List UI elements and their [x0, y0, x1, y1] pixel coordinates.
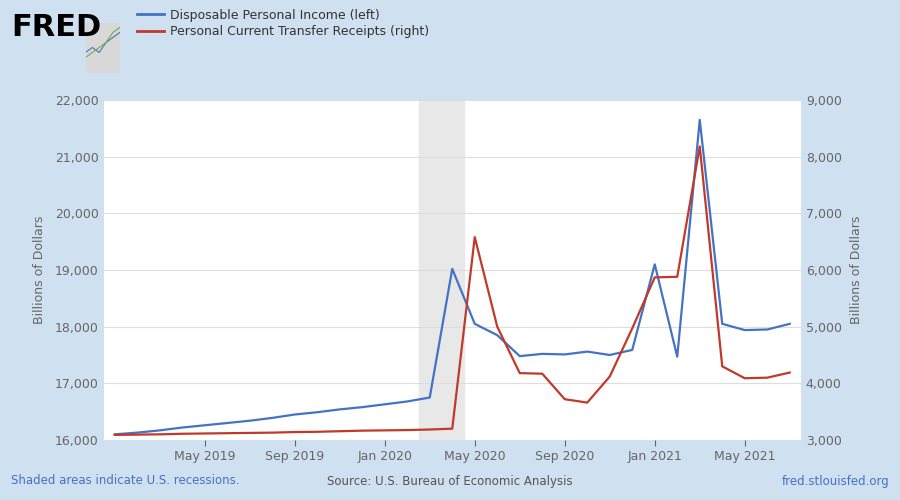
Bar	[418, 100, 464, 440]
Text: fred.stlouisfed.org: fred.stlouisfed.org	[781, 474, 889, 488]
Text: Source: U.S. Bureau of Economic Analysis: Source: U.S. Bureau of Economic Analysis	[328, 474, 572, 488]
Legend: Disposable Personal Income (left), Personal Current Transfer Receipts (right): Disposable Personal Income (left), Perso…	[137, 8, 429, 38]
Y-axis label: Billions of Dollars: Billions of Dollars	[33, 216, 47, 324]
Text: Shaded areas indicate U.S. recessions.: Shaded areas indicate U.S. recessions.	[11, 474, 239, 488]
Y-axis label: Billions of Dollars: Billions of Dollars	[850, 216, 863, 324]
Text: FRED: FRED	[11, 12, 101, 42]
